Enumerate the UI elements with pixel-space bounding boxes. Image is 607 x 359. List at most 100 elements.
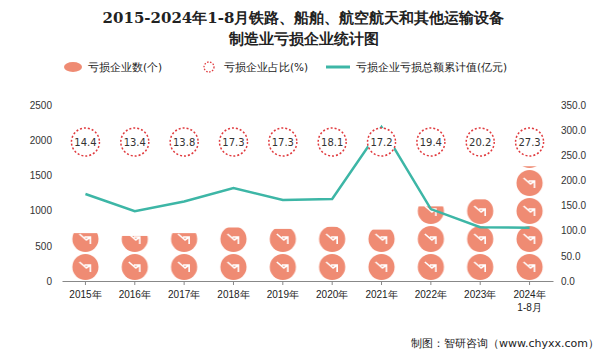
point: [219, 128, 247, 156]
y-tick: 1500: [30, 170, 62, 181]
data-label: 19.4: [420, 137, 442, 148]
title: 2015-2024年1-8月铁路、船舶、航空航天和其他运输设备制造业亏损企业统计…: [103, 9, 505, 48]
x-tick: 2015年: [69, 281, 101, 300]
x-tick-label: 2019年: [267, 289, 299, 300]
x-tick-mark: [134, 281, 135, 285]
y-axis: 0 500 1000 1500 2000 2500: [30, 100, 63, 287]
points: 14.413.413.817.317.318.117.219.420.227.3: [71, 128, 543, 156]
data-label: 18.1: [321, 137, 343, 148]
x-tick: 2023年: [464, 281, 496, 300]
y-tick: 1000: [30, 205, 62, 216]
data-label: 13.4: [124, 137, 146, 148]
bar: [121, 236, 148, 281]
legend-symbol: [326, 66, 350, 69]
y2-tick: 300.0: [553, 125, 586, 136]
x-tick: 2022年: [415, 281, 447, 300]
bar: [368, 230, 395, 281]
y-tick: 0: [46, 276, 62, 287]
y-tick: 2000: [30, 135, 62, 146]
y2-tick: 100.0: [553, 225, 586, 236]
legend-item: 亏损企业占比(%): [204, 61, 308, 73]
legend-label: 亏损企业亏损总额累计值(亿元): [356, 61, 507, 73]
point: [318, 128, 346, 156]
y2-tick-label: 250.0: [561, 150, 586, 161]
x-tick-label: 2023年: [464, 289, 496, 300]
bar: [516, 166, 543, 281]
point: [170, 128, 198, 156]
y2-tick: 0.0: [553, 276, 575, 287]
bar: [171, 233, 198, 281]
x-tick-label: 2017年: [168, 289, 200, 300]
x-tick-mark: [529, 281, 530, 285]
y2-tick: 50.0: [553, 251, 581, 262]
data-label: 17.2: [370, 137, 392, 148]
x-tick-label: 2022年: [415, 289, 447, 300]
x-tick: 2021年: [365, 281, 397, 300]
annotation: 制图：智研咨询（www.chyxx.com）: [411, 337, 599, 350]
bar: [220, 227, 247, 281]
x-tick-label: 2024年1-8月: [513, 289, 545, 313]
point: [368, 128, 396, 156]
bar: [269, 229, 296, 281]
x-tick-mark: [332, 281, 333, 285]
x-tick-label: 2021年: [365, 289, 397, 300]
x-tick-mark: [480, 281, 481, 285]
x-tick-mark: [85, 281, 86, 285]
x-tick-label: 2016年: [119, 289, 151, 300]
y-tick: 500: [35, 241, 62, 252]
legend-label: 亏损企业占比(%): [224, 61, 308, 73]
bar: [467, 199, 494, 281]
y2-tick-label: 350.0: [561, 100, 586, 111]
data-label: 17.3: [222, 137, 244, 148]
x-tick: 2017年: [168, 281, 200, 300]
chart: 2015-2024年1-8月铁路、船舶、航空航天和其他运输设备制造业亏损企业统计…: [0, 0, 607, 359]
y-tick: 2500: [30, 100, 62, 111]
y2-tick-label: 200.0: [561, 175, 586, 186]
point: [516, 128, 544, 156]
y2-tick-label: 300.0: [561, 125, 586, 136]
data-label: 20.2: [469, 137, 491, 148]
y-tick-label: 2000: [30, 135, 53, 146]
bar: [72, 233, 99, 281]
x-tick: 2020年: [316, 281, 348, 300]
line: [85, 127, 529, 228]
x-tick: 2019年: [267, 281, 299, 300]
y2-axis: 0.0 50.0 100.0 150.0 200.0 250.0 300.0 350.0: [553, 100, 586, 287]
data-label: 14.4: [74, 137, 96, 148]
lines: [85, 127, 529, 228]
y-tick-label: 1500: [30, 170, 53, 181]
legend-item: 亏损企业数(个): [64, 61, 162, 73]
point: [121, 128, 149, 156]
x-tick-mark: [184, 281, 185, 285]
y-tick-label: 500: [35, 241, 52, 252]
x-axis: 2015年 2016年 2017年 2018年 2019年 2020年 2021年 2022年…: [63, 281, 554, 313]
y2-tick: 250.0: [553, 150, 586, 161]
y-tick-label: 1000: [30, 205, 53, 216]
legend-symbol: [204, 62, 214, 72]
y-tick-label: 0: [46, 276, 52, 287]
data-label: 17.3: [272, 137, 294, 148]
data-label: 13.8: [173, 137, 195, 148]
point: [71, 128, 99, 156]
x-tick-label: 2018年: [217, 289, 249, 300]
point: [466, 128, 494, 156]
y2-tick-label: 0.0: [561, 276, 575, 287]
bar: [417, 206, 444, 281]
bar: [319, 227, 346, 281]
x-tick: 2016年: [119, 281, 151, 300]
x-tick-mark: [282, 281, 283, 285]
y2-axis-line: [553, 106, 554, 282]
x-tick-label: 2020年: [316, 289, 348, 300]
x-tick: 2018年: [217, 281, 249, 300]
y2-tick: 150.0: [553, 200, 586, 211]
x-tick-mark: [381, 281, 382, 285]
legend: 亏损企业数(个) 亏损企业占比(%) 亏损企业亏损总额累计值(亿元): [64, 61, 507, 73]
y2-tick-label: 50.0: [561, 251, 581, 262]
point: [417, 128, 445, 156]
y2-tick-label: 150.0: [561, 200, 586, 211]
y2-tick: 200.0: [553, 175, 586, 186]
y2-tick-label: 100.0: [561, 225, 586, 236]
y-axis-line: [62, 106, 63, 282]
x-tick-mark: [430, 281, 431, 285]
x-tick-mark: [233, 281, 234, 285]
